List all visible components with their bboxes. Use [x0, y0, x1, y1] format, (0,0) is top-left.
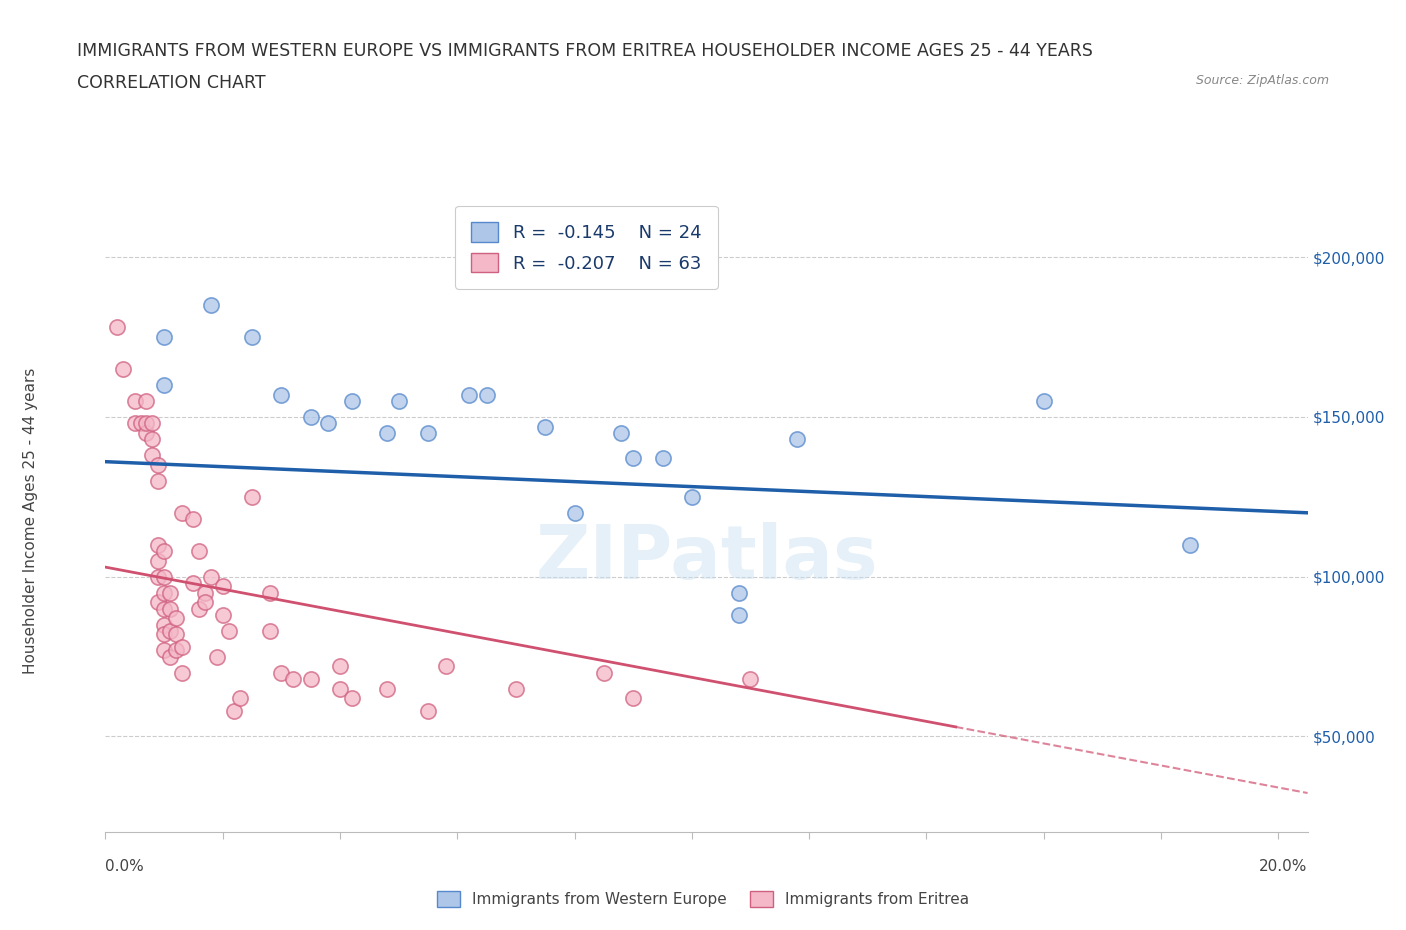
- Point: [148, 595, 170, 610]
- Point: [416, 426, 439, 441]
- Point: [416, 703, 439, 718]
- Point: [621, 691, 644, 706]
- Point: [188, 601, 211, 616]
- Point: [153, 601, 176, 616]
- Point: [135, 426, 157, 441]
- Point: [105, 320, 128, 335]
- Point: [170, 505, 193, 520]
- Point: [153, 544, 176, 559]
- Point: [727, 585, 749, 600]
- Point: [299, 671, 322, 686]
- Point: [434, 658, 457, 673]
- Point: [281, 671, 304, 686]
- Point: [141, 448, 163, 463]
- Point: [240, 489, 263, 504]
- Point: [786, 432, 808, 446]
- Point: [593, 665, 616, 680]
- Text: 0.0%: 0.0%: [105, 859, 145, 874]
- Point: [153, 643, 176, 658]
- Point: [270, 665, 292, 680]
- Point: [148, 569, 170, 584]
- Text: 20.0%: 20.0%: [1260, 859, 1308, 874]
- Point: [129, 416, 152, 431]
- Point: [259, 585, 281, 600]
- Text: IMMIGRANTS FROM WESTERN EUROPE VS IMMIGRANTS FROM ERITREA HOUSEHOLDER INCOME AGE: IMMIGRANTS FROM WESTERN EUROPE VS IMMIGR…: [77, 42, 1094, 60]
- Point: [141, 432, 163, 446]
- Point: [681, 489, 703, 504]
- Point: [159, 601, 181, 616]
- Legend: Immigrants from Western Europe, Immigrants from Eritrea: Immigrants from Western Europe, Immigran…: [429, 883, 977, 915]
- Point: [1180, 538, 1202, 552]
- Point: [375, 681, 398, 696]
- Point: [200, 569, 222, 584]
- Point: [316, 416, 339, 431]
- Point: [375, 426, 398, 441]
- Point: [205, 649, 228, 664]
- Point: [218, 624, 240, 639]
- Point: [340, 691, 363, 706]
- Point: [259, 624, 281, 639]
- Point: [148, 538, 170, 552]
- Point: [153, 329, 176, 344]
- Point: [148, 473, 170, 488]
- Point: [211, 578, 233, 593]
- Point: [194, 595, 217, 610]
- Point: [159, 585, 181, 600]
- Point: [153, 585, 176, 600]
- Point: [475, 387, 498, 402]
- Point: [124, 393, 146, 408]
- Point: [170, 640, 193, 655]
- Point: [135, 416, 157, 431]
- Point: [153, 618, 176, 632]
- Point: [211, 607, 233, 622]
- Point: [148, 458, 170, 472]
- Point: [194, 585, 217, 600]
- Point: [200, 298, 222, 312]
- Point: [388, 393, 411, 408]
- Point: [564, 505, 586, 520]
- Point: [610, 426, 633, 441]
- Point: [458, 387, 481, 402]
- Point: [148, 553, 170, 568]
- Point: [124, 416, 146, 431]
- Point: [240, 329, 263, 344]
- Point: [270, 387, 292, 402]
- Point: [165, 643, 187, 658]
- Point: [183, 512, 205, 526]
- Point: [727, 607, 749, 622]
- Point: [224, 703, 246, 718]
- Point: [340, 393, 363, 408]
- Point: [165, 611, 187, 626]
- Point: [1032, 393, 1054, 408]
- Point: [159, 624, 181, 639]
- Point: [165, 627, 187, 642]
- Text: Householder Income Ages 25 - 44 years: Householder Income Ages 25 - 44 years: [24, 367, 38, 674]
- Point: [299, 409, 322, 424]
- Text: ZIPatlas: ZIPatlas: [536, 522, 877, 594]
- Point: [534, 419, 557, 434]
- Point: [505, 681, 527, 696]
- Legend: R =  -0.145    N = 24, R =  -0.207    N = 63: R = -0.145 N = 24, R = -0.207 N = 63: [456, 206, 717, 289]
- Point: [329, 681, 352, 696]
- Text: Source: ZipAtlas.com: Source: ZipAtlas.com: [1195, 74, 1329, 87]
- Point: [159, 649, 181, 664]
- Point: [229, 691, 252, 706]
- Point: [141, 416, 163, 431]
- Point: [329, 658, 352, 673]
- Point: [621, 451, 644, 466]
- Point: [651, 451, 673, 466]
- Point: [153, 378, 176, 392]
- Point: [170, 665, 193, 680]
- Point: [188, 544, 211, 559]
- Point: [740, 671, 762, 686]
- Point: [153, 569, 176, 584]
- Text: CORRELATION CHART: CORRELATION CHART: [77, 74, 266, 92]
- Point: [153, 627, 176, 642]
- Point: [183, 576, 205, 591]
- Point: [112, 362, 135, 377]
- Point: [135, 393, 157, 408]
